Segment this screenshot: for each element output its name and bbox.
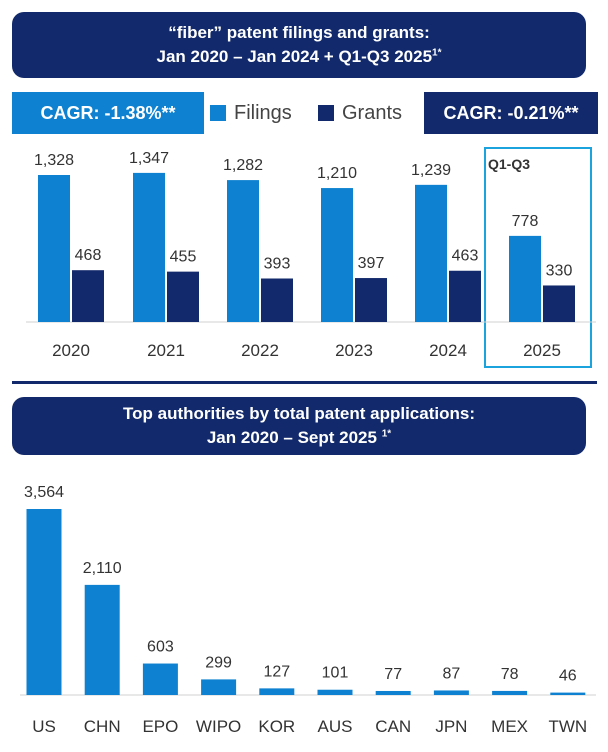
- value-label-grants-2024: 463: [452, 248, 479, 265]
- bar-authority-CHN: [84, 584, 120, 695]
- value-label-grants-2020: 468: [75, 247, 102, 264]
- legend-grants-label: Grants: [342, 102, 403, 124]
- bar-grants-2022: [261, 278, 293, 322]
- value-label-CAN: 77: [384, 666, 402, 683]
- value-label-grants-2023: 397: [358, 255, 385, 272]
- x-tick-EPO: EPO: [142, 717, 178, 736]
- bar-authority-AUS: [317, 689, 353, 695]
- x-tick-2024: 2024: [429, 341, 467, 360]
- bar-grants-2023: [355, 278, 387, 322]
- bar-filings-2021: [133, 172, 165, 322]
- bottom-title-period: Jan 2020 – Sept 2025: [206, 428, 377, 447]
- value-label-AUS: 101: [322, 665, 349, 682]
- value-label-TWN: 46: [559, 668, 577, 685]
- bar-authority-US: [26, 509, 62, 695]
- x-tick-2025: 2025: [523, 341, 561, 360]
- x-tick-AUS: AUS: [318, 717, 353, 736]
- bar-filings-2023: [321, 188, 353, 322]
- bar-authority-EPO: [142, 663, 178, 695]
- bar-authority-KOR: [259, 688, 295, 695]
- bottom-title-footnote: 1*: [381, 428, 392, 440]
- section-divider: [12, 381, 597, 384]
- cagr-grants-badge: CAGR: -0.21%**: [424, 92, 598, 134]
- value-label-grants-2025: 330: [546, 262, 573, 279]
- x-tick-CAN: CAN: [375, 717, 411, 736]
- value-label-CHN: 2,110: [83, 560, 122, 577]
- value-label-filings-2022: 1,282: [223, 157, 263, 174]
- top-chart-title-banner: “fiber” patent filings and grants: Jan 2…: [12, 12, 586, 78]
- bar-authority-CAN: [375, 690, 411, 695]
- bar-grants-2025: [543, 285, 575, 322]
- partial-year-label: Q1-Q3: [488, 156, 531, 172]
- value-label-grants-2022: 393: [264, 255, 291, 272]
- x-tick-US: US: [32, 717, 56, 736]
- legend-filings-label: Filings: [234, 102, 292, 124]
- top-title-line1: “fiber” patent filings and grants:: [168, 23, 430, 42]
- bar-grants-2020: [72, 270, 104, 322]
- bottom-title-line1: Top authorities by total patent applicat…: [123, 404, 475, 423]
- value-label-grants-2021: 455: [170, 249, 197, 266]
- x-tick-JPN: JPN: [435, 717, 467, 736]
- bar-authority-JPN: [433, 690, 469, 695]
- x-tick-2023: 2023: [335, 341, 373, 360]
- grants-swatch: [318, 105, 334, 121]
- bar-grants-2024: [449, 270, 481, 322]
- value-label-filings-2024: 1,239: [411, 162, 451, 179]
- value-label-filings-2021: 1,347: [129, 150, 169, 167]
- bottom-chart-title-banner: Top authorities by total patent applicat…: [12, 397, 586, 455]
- value-label-JPN: 87: [443, 665, 461, 682]
- bar-authority-TWN: [550, 692, 586, 695]
- bar-filings-2022: [227, 180, 259, 322]
- top-title-line2: Jan 2020 – Jan 2024 + Q1-Q3 20251*: [12, 45, 586, 69]
- x-tick-WIPO: WIPO: [196, 717, 241, 736]
- bar-filings-2025: [509, 235, 541, 322]
- bottom-title-line2: Jan 2020 – Sept 2025 1*: [12, 426, 586, 450]
- value-label-WIPO: 299: [205, 654, 232, 671]
- value-label-filings-2023: 1,210: [317, 165, 357, 182]
- bar-grants-2021: [167, 271, 199, 322]
- value-label-EPO: 603: [147, 639, 174, 656]
- bar-authority-WIPO: [201, 679, 237, 695]
- bar-filings-2020: [38, 175, 70, 322]
- bar-authority-MEX: [492, 690, 528, 695]
- cagr-filings-badge: CAGR: -1.38%**: [12, 92, 204, 134]
- top-title-period: Jan 2020 – Jan 2024 + Q1-Q3 2025: [156, 47, 433, 66]
- value-label-US: 3,564: [24, 484, 64, 501]
- x-tick-2020: 2020: [52, 341, 90, 360]
- x-tick-MEX: MEX: [491, 717, 528, 736]
- value-label-KOR: 127: [263, 663, 290, 680]
- value-label-filings-2020: 1,328: [34, 152, 74, 169]
- value-label-MEX: 78: [501, 666, 519, 683]
- x-tick-KOR: KOR: [258, 717, 295, 736]
- top-title-footnote: 1*: [432, 47, 442, 59]
- x-tick-2022: 2022: [241, 341, 279, 360]
- x-tick-2021: 2021: [147, 341, 185, 360]
- bar-filings-2024: [415, 184, 447, 322]
- partial-year-highlight-box: [484, 147, 592, 368]
- value-label-filings-2025: 778: [512, 213, 539, 230]
- x-tick-CHN: CHN: [84, 717, 121, 736]
- x-tick-TWN: TWN: [548, 717, 587, 736]
- filings-swatch: [210, 105, 226, 121]
